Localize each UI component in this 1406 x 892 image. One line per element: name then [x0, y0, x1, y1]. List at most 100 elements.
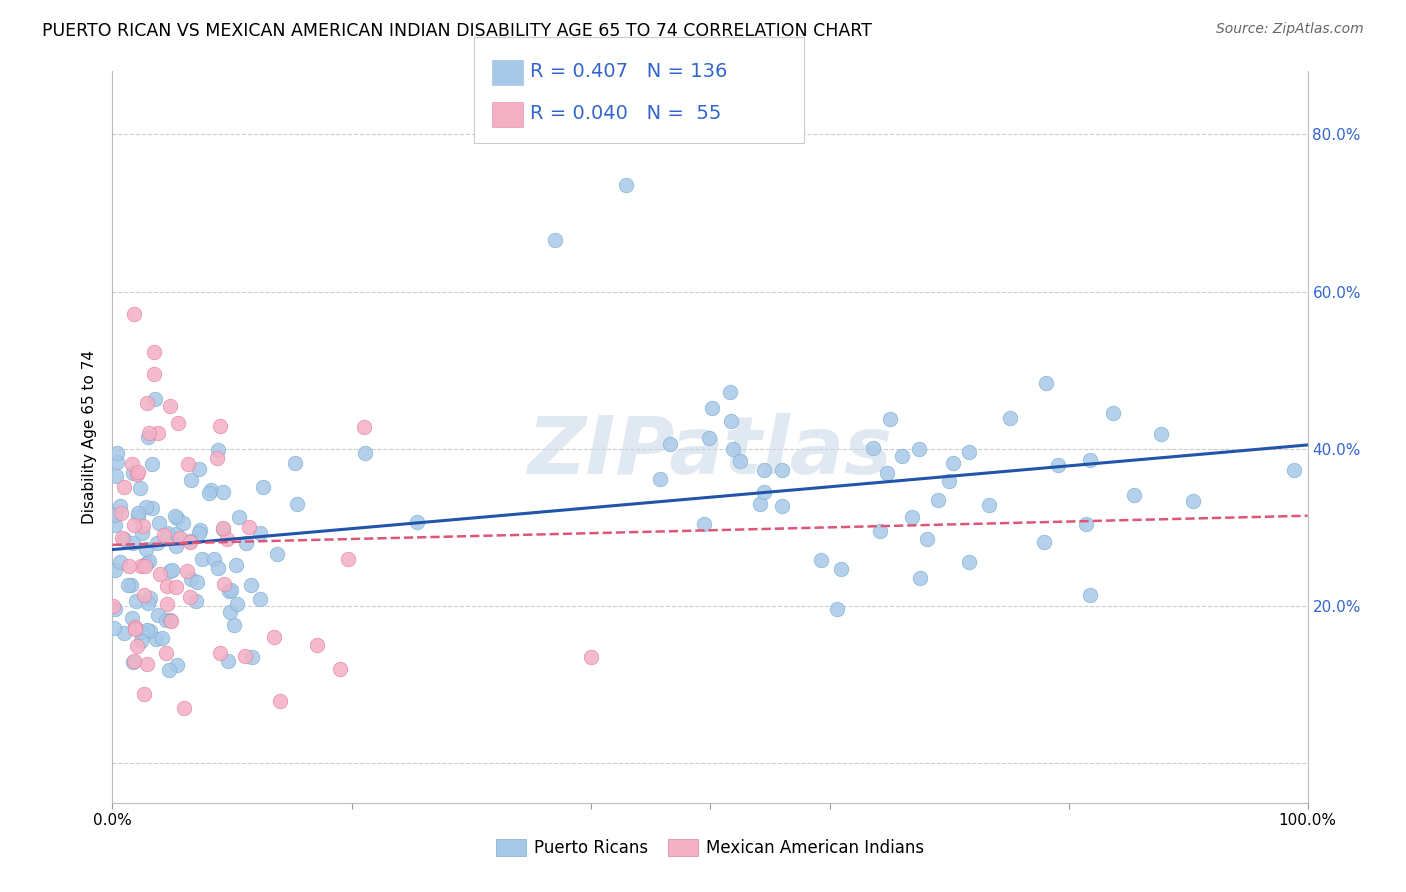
Point [1102, 406, 1125, 420]
Point [136, 556, 159, 570]
Point [752, 484, 775, 499]
Point [879, 411, 901, 425]
Point [190, 552, 212, 566]
Point [219, 605, 242, 619]
Point [205, 450, 228, 465]
Point [156, 597, 179, 611]
Point [263, 630, 285, 644]
Point [252, 480, 274, 494]
Point [240, 650, 263, 665]
Point [166, 527, 188, 541]
Point [165, 580, 187, 594]
Point [862, 441, 884, 455]
Point [214, 577, 236, 591]
Point [135, 541, 157, 556]
Point [118, 558, 141, 573]
Point [148, 607, 170, 622]
Point [122, 307, 145, 321]
Point [122, 536, 145, 550]
Point [543, 234, 565, 248]
Point [155, 646, 177, 660]
Point [180, 572, 202, 586]
Point [770, 463, 793, 477]
Point [218, 584, 240, 599]
Point [658, 437, 681, 451]
Point [693, 516, 716, 531]
Point [579, 650, 602, 665]
Point [212, 522, 235, 536]
Point [728, 453, 751, 467]
Point [224, 618, 246, 632]
Point [157, 663, 180, 677]
Point [177, 457, 200, 471]
Point [700, 401, 723, 416]
Point [132, 518, 155, 533]
Point [129, 634, 152, 648]
Point [908, 571, 931, 585]
Point [104, 508, 127, 522]
Point [169, 531, 191, 545]
Point [117, 577, 139, 591]
Point [104, 601, 127, 615]
Point [901, 509, 924, 524]
Point [616, 178, 638, 193]
Point [110, 506, 132, 520]
Point [142, 345, 165, 359]
Point [121, 610, 143, 624]
Point [198, 486, 221, 500]
Point [770, 499, 793, 513]
Point [938, 474, 960, 488]
Point [1078, 453, 1101, 467]
Point [125, 594, 148, 608]
Point [942, 456, 965, 470]
Point [1046, 458, 1069, 472]
Point [131, 625, 153, 640]
Point [810, 553, 832, 567]
Point [127, 467, 149, 481]
Point [176, 564, 198, 578]
Point [249, 526, 271, 541]
Text: R = 0.040   N =  55: R = 0.040 N = 55 [530, 103, 721, 123]
Point [153, 528, 176, 542]
Point [124, 620, 146, 634]
Point [112, 625, 135, 640]
Point [179, 533, 201, 548]
Point [825, 601, 848, 615]
Point [150, 631, 173, 645]
Point [977, 499, 1000, 513]
Point [215, 532, 238, 546]
Point [1282, 462, 1305, 476]
Point [927, 493, 949, 508]
Point [718, 384, 741, 399]
Point [353, 420, 375, 434]
Point [207, 442, 229, 457]
Point [122, 656, 145, 670]
Point [121, 466, 143, 480]
Point [180, 473, 202, 487]
Point [166, 416, 188, 430]
Point [225, 558, 247, 572]
Point [163, 508, 186, 523]
Point [122, 655, 145, 669]
Point [166, 658, 188, 673]
Point [720, 414, 742, 428]
Point [104, 517, 127, 532]
Point [114, 480, 136, 494]
Point [179, 591, 201, 605]
Point [1035, 376, 1057, 390]
Point [156, 526, 179, 541]
Point [146, 426, 169, 441]
Point [136, 395, 159, 409]
Point [136, 596, 159, 610]
Point [219, 582, 242, 597]
Point [138, 553, 160, 567]
Point [135, 500, 157, 515]
Point [127, 506, 149, 520]
Point [135, 657, 157, 672]
Point [957, 555, 980, 569]
Point [650, 472, 672, 486]
Point [207, 561, 229, 575]
Point [284, 456, 307, 470]
Point [120, 578, 142, 592]
Point [172, 516, 194, 530]
